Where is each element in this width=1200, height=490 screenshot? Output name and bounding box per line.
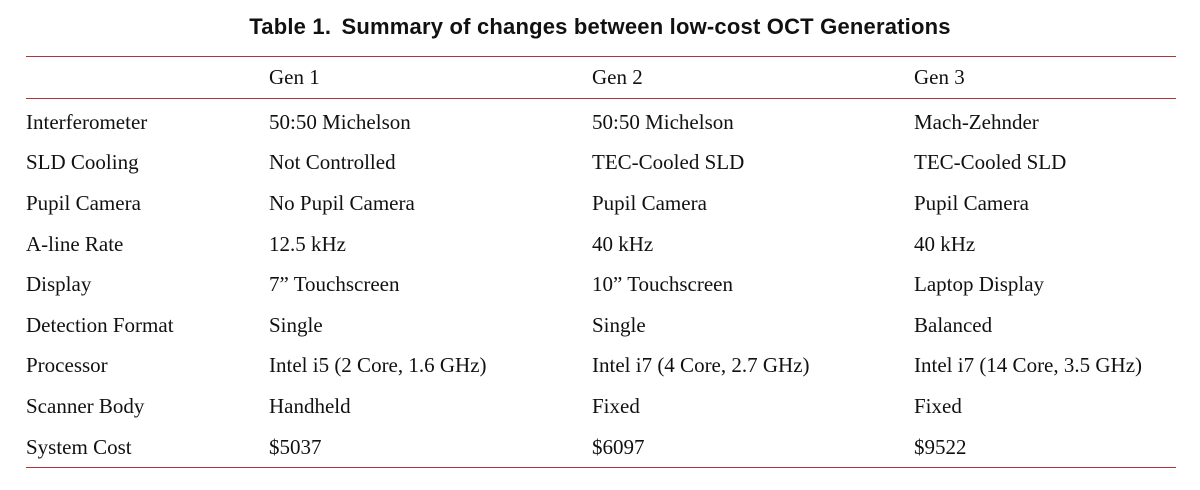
table-title: Summary of changes between low-cost OCT …: [341, 14, 951, 39]
table-row: Detection Format Single Single Balanced: [26, 305, 1176, 346]
table-row: Interferometer 50:50 Michelson 50:50 Mic…: [26, 98, 1176, 143]
table-row: Pupil Camera No Pupil Camera Pupil Camer…: [26, 183, 1176, 224]
table-cell: Laptop Display: [914, 272, 1045, 297]
table-cell: Not Controlled: [269, 150, 396, 175]
row-label: Processor: [26, 353, 108, 378]
row-label: Detection Format: [26, 312, 174, 337]
table-cell: TEC-Cooled SLD: [592, 150, 745, 175]
table-cell: Intel i7 (4 Core, 2.7 GHz): [592, 353, 810, 378]
table-cell: $6097: [592, 434, 645, 459]
table-cell: Intel i7 (14 Core, 3.5 GHz): [914, 353, 1143, 378]
row-label: Scanner Body: [26, 393, 145, 418]
table-cell: TEC-Cooled SLD: [914, 150, 1067, 175]
header-cell-blank: [26, 57, 269, 98]
table-cell: Handheld: [269, 393, 351, 418]
table-cell: 12.5 kHz: [269, 231, 346, 256]
row-label: Interferometer: [26, 109, 148, 134]
table-row: Scanner Body Handheld Fixed Fixed: [26, 386, 1176, 427]
table-row: SLD Cooling Not Controlled TEC-Cooled SL…: [26, 143, 1176, 184]
table-cell: 40 kHz: [914, 231, 976, 256]
table-cell: 40 kHz: [592, 231, 654, 256]
table-cell: Fixed: [592, 393, 640, 418]
table-cell: 50:50 Michelson: [592, 109, 734, 134]
table-cell: No Pupil Camera: [269, 190, 415, 215]
comparison-table: Gen 1 Gen 2 Gen 3 Interferometer 50:50 M…: [26, 57, 1176, 467]
table-row: Display 7” Touchscreen 10” Touchscreen L…: [26, 264, 1176, 305]
table-row: A-line Rate 12.5 kHz 40 kHz 40 kHz: [26, 224, 1176, 265]
table-number: Table 1.: [249, 14, 332, 39]
table-cell: Single: [592, 312, 646, 337]
row-label: Pupil Camera: [26, 190, 141, 215]
table-cell: Single: [269, 312, 323, 337]
table-caption: Table 1. Summary of changes between low-…: [0, 14, 1200, 40]
table-cell: Intel i5 (2 Core, 1.6 GHz): [269, 353, 487, 378]
header-row: Gen 1 Gen 2 Gen 3: [26, 57, 1176, 98]
row-label: System Cost: [26, 434, 132, 459]
table-cell: Fixed: [914, 393, 962, 418]
top-rule: [26, 56, 1176, 57]
table-cell: Pupil Camera: [592, 190, 707, 215]
table-cell: 10” Touchscreen: [592, 272, 734, 297]
header-cell-gen2: Gen 2: [592, 65, 643, 89]
header-cell-gen1: Gen 1: [269, 65, 320, 89]
bottom-rule: [26, 467, 1176, 468]
table-cell: Balanced: [914, 312, 993, 337]
table-cell: Mach-Zehnder: [914, 109, 1039, 134]
table-cell: $5037: [269, 434, 322, 459]
row-label: Display: [26, 272, 92, 297]
table-row: System Cost $5037 $6097 $9522: [26, 427, 1176, 468]
header-rule: [26, 98, 1176, 99]
table-cell: $9522: [914, 434, 967, 459]
table-row: Processor Intel i5 (2 Core, 1.6 GHz) Int…: [26, 346, 1176, 387]
table-cell: 50:50 Michelson: [269, 109, 411, 134]
table-cell: 7” Touchscreen: [269, 272, 400, 297]
header-cell-gen3: Gen 3: [914, 65, 965, 89]
row-label: SLD Cooling: [26, 150, 139, 175]
row-label: A-line Rate: [26, 231, 124, 256]
table-cell: Pupil Camera: [914, 190, 1029, 215]
